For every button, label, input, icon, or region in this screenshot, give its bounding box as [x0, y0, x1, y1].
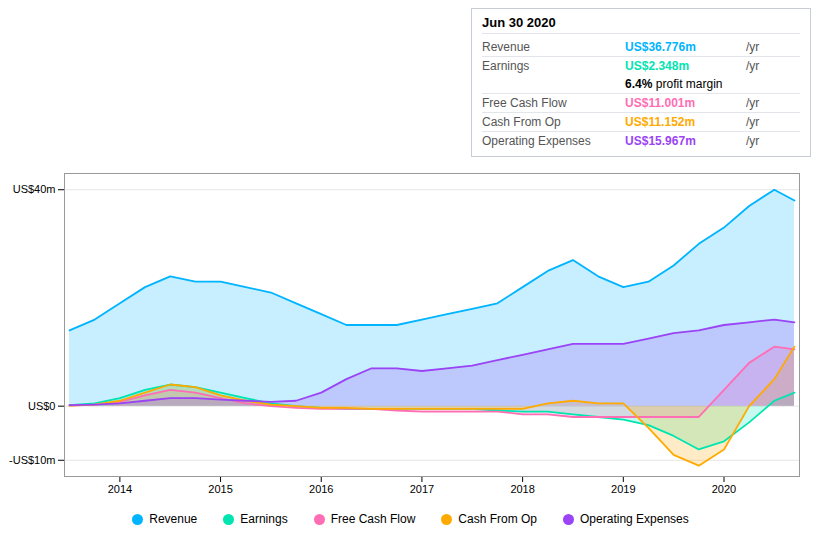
- html-text:US$2.348m: US$2.348m: [625, 59, 690, 73]
- svg-text:US$0: US$0: [28, 400, 56, 412]
- html-text:US$11.152m: US$11.152m: [625, 115, 696, 129]
- html-text:/yr: /yr: [745, 40, 760, 54]
- html-text:6.4% profit margin: 6.4% profit margin: [625, 77, 723, 91]
- html-text:US$36.776m: US$36.776m: [625, 40, 696, 54]
- html-text:Revenue: Revenue: [149, 512, 198, 526]
- html-text:Cash From Op: Cash From Op: [458, 512, 537, 526]
- svg-text:2015: 2015: [208, 483, 232, 495]
- html-text:Jun 30 2020: Jun 30 2020: [482, 15, 556, 30]
- html-text:/yr: /yr: [745, 96, 760, 110]
- html-text:Cash From Op: Cash From Op: [482, 115, 561, 129]
- svg-text:2019: 2019: [611, 483, 635, 495]
- html-text:Free Cash Flow: Free Cash Flow: [482, 96, 567, 110]
- svg-text:2014: 2014: [108, 483, 132, 495]
- html-text:Free Cash Flow: Free Cash Flow: [330, 512, 416, 526]
- html-text:Earnings: Earnings: [482, 59, 530, 73]
- svg-text:2017: 2017: [410, 483, 434, 495]
- html-text:US$11.001m: US$11.001m: [625, 96, 696, 110]
- svg-text:2018: 2018: [510, 483, 534, 495]
- html-text:Earnings: Earnings: [240, 512, 288, 526]
- html-text:US$15.967m: US$15.967m: [625, 134, 696, 148]
- svg-text:-US$10m: -US$10m: [9, 454, 55, 466]
- html-text:Operating Expenses: Operating Expenses: [482, 134, 591, 148]
- html-text:Revenue: Revenue: [482, 40, 530, 54]
- svg-text:2020: 2020: [712, 483, 736, 495]
- svg-text:2016: 2016: [309, 483, 333, 495]
- html-text:/yr: /yr: [745, 134, 760, 148]
- html-text:/yr: /yr: [745, 59, 760, 73]
- html-text:Operating Expenses: Operating Expenses: [580, 512, 689, 526]
- html-text:/yr: /yr: [745, 115, 760, 129]
- svg-text:US$40m: US$40m: [13, 183, 56, 195]
